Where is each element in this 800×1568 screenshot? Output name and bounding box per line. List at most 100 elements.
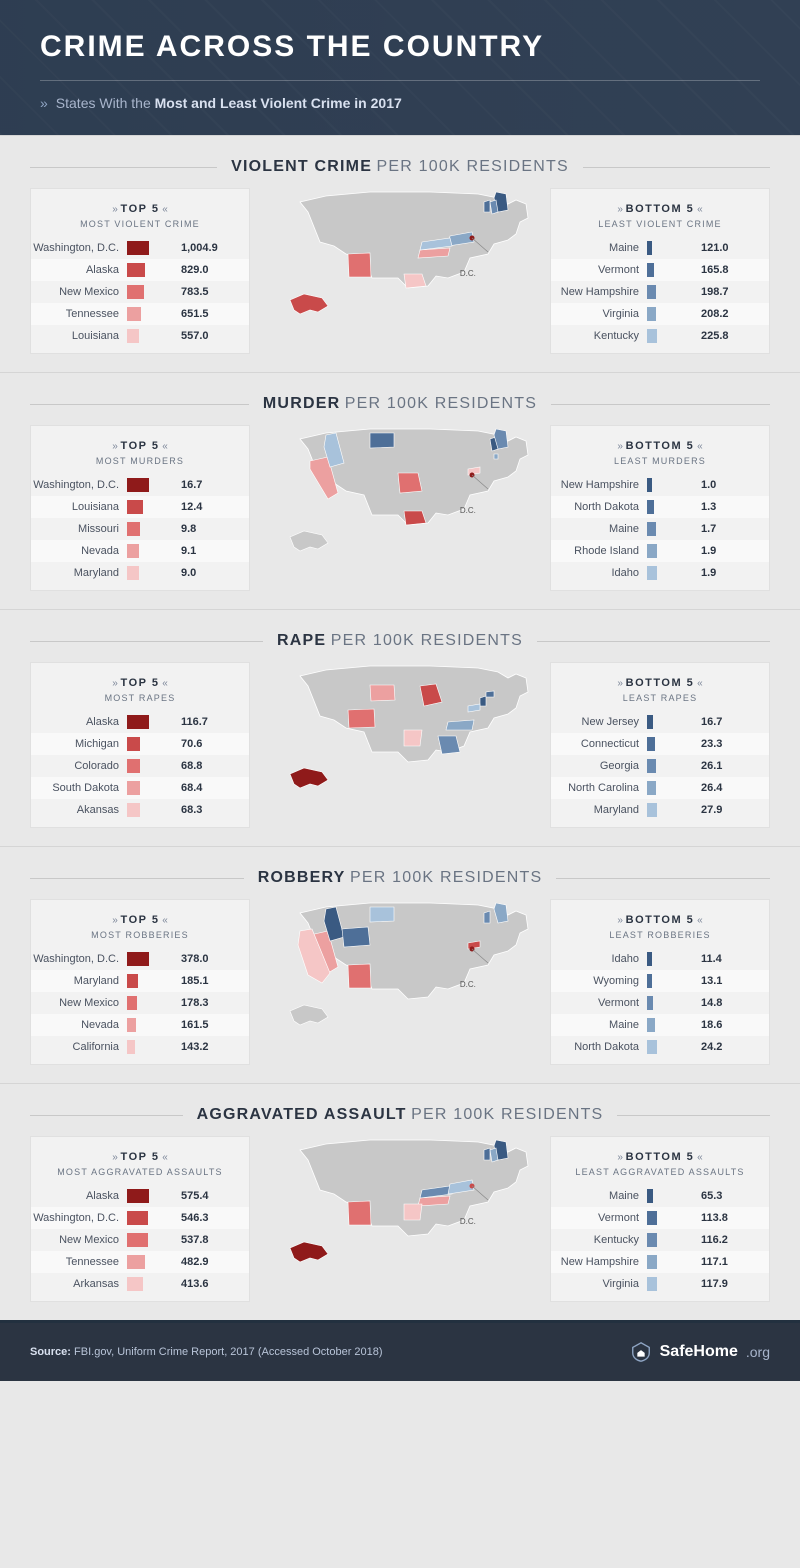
state-name: Colorado (31, 760, 127, 772)
data-row: Washington, D.C. 16.7 (31, 474, 249, 496)
bar-cell (127, 974, 177, 988)
value: 26.4 (697, 782, 769, 794)
state-name: Akansas (31, 804, 127, 816)
bar-cell (647, 263, 697, 277)
value: 165.8 (697, 264, 769, 276)
column-header: » TOP 5 « MOST ROBBERIES (31, 910, 249, 940)
bar (127, 544, 139, 558)
bar (647, 803, 657, 817)
column-header: » BOTTOM 5 « LEAST RAPES (551, 673, 769, 703)
data-row: Missouri 9.8 (31, 518, 249, 540)
data-row: Tennessee 482.9 (31, 1251, 249, 1273)
bar-cell (647, 974, 697, 988)
bar-cell (647, 307, 697, 321)
infographic-container: CRIME ACROSS THE COUNTRY » States With t… (0, 0, 800, 1381)
bar (647, 1018, 655, 1032)
data-row: Vermont 14.8 (551, 992, 769, 1014)
data-row: Kentucky 225.8 (551, 325, 769, 347)
section-title: MURDER PER 100K RESIDENTS (263, 395, 537, 413)
state-name: Missouri (31, 523, 127, 535)
bar-cell (127, 522, 177, 536)
section-title-row: VIOLENT CRIME PER 100K RESIDENTS (30, 158, 770, 176)
divider (537, 641, 770, 642)
data-row: New Jersey 16.7 (551, 711, 769, 733)
bar-cell (647, 329, 697, 343)
bar-cell (647, 500, 697, 514)
data-row: Maine 65.3 (551, 1185, 769, 1207)
state-name: Vermont (551, 264, 647, 276)
header: CRIME ACROSS THE COUNTRY » States With t… (0, 0, 800, 135)
divider (583, 167, 770, 168)
section-title-row: RAPE PER 100K RESIDENTS (30, 632, 770, 650)
data-row: Idaho 11.4 (551, 948, 769, 970)
state-name: North Dakota (551, 501, 647, 513)
state-name: Washington, D.C. (31, 479, 127, 491)
data-row: Vermont 113.8 (551, 1207, 769, 1229)
bar (127, 1040, 135, 1054)
bar (127, 478, 149, 492)
value: 575.4 (177, 1190, 249, 1202)
value: 557.0 (177, 330, 249, 342)
section-title: VIOLENT CRIME PER 100K RESIDENTS (231, 158, 569, 176)
state-name: Kentucky (551, 1234, 647, 1246)
data-row: Akansas 68.3 (31, 799, 249, 821)
bar (647, 952, 652, 966)
map-column: D.C. (264, 899, 536, 1039)
section-title: ROBBERY PER 100K RESIDENTS (258, 869, 543, 887)
state-name: Maryland (551, 804, 647, 816)
bar-cell (647, 1189, 697, 1203)
title-light: PER 100K RESIDENTS (350, 869, 542, 886)
value: 11.4 (697, 953, 769, 965)
value: 537.8 (177, 1234, 249, 1246)
bar-cell (647, 1255, 697, 1269)
bar (647, 1189, 653, 1203)
bar-cell (647, 996, 697, 1010)
data-row: Washington, D.C. 546.3 (31, 1207, 249, 1229)
bar-cell (127, 1189, 177, 1203)
state-name: North Dakota (551, 1041, 647, 1053)
dc-label: D.C. (460, 980, 476, 989)
state-name: Tennessee (31, 308, 127, 320)
data-row: Maryland 9.0 (31, 562, 249, 584)
section-title: AGGRAVATED ASSAULT PER 100K RESIDENTS (197, 1106, 604, 1124)
value: 208.2 (697, 308, 769, 320)
us-map (264, 1136, 536, 1276)
column-header: » TOP 5 « MOST MURDERS (31, 436, 249, 466)
bar (127, 974, 138, 988)
value: 178.3 (177, 997, 249, 1009)
value: 413.6 (177, 1278, 249, 1290)
state-name: Vermont (551, 997, 647, 1009)
value: 1.9 (697, 567, 769, 579)
state-name: New Hampshire (551, 479, 647, 491)
value: 546.3 (177, 1212, 249, 1224)
state-name: Alaska (31, 716, 127, 728)
state-name: New Mexico (31, 1234, 127, 1246)
bar-cell (127, 1018, 177, 1032)
section-title: RAPE PER 100K RESIDENTS (277, 632, 523, 650)
value: 13.1 (697, 975, 769, 987)
bar (647, 1040, 657, 1054)
bar (647, 1277, 657, 1291)
bar (127, 803, 140, 817)
value: 829.0 (177, 264, 249, 276)
bar (647, 478, 652, 492)
bottom5-column: » BOTTOM 5 « LEAST ROBBERIES Idaho 11.4 … (550, 899, 770, 1065)
data-row: Alaska 116.7 (31, 711, 249, 733)
bar-cell (647, 544, 697, 558)
bar-cell (647, 1018, 697, 1032)
bar-cell (647, 1277, 697, 1291)
map-column: D.C. (264, 188, 536, 328)
state-name: Maine (551, 1019, 647, 1031)
bar-cell (127, 1255, 177, 1269)
value: 378.0 (177, 953, 249, 965)
bar-cell (127, 952, 177, 966)
data-row: Maryland 185.1 (31, 970, 249, 992)
value: 117.9 (697, 1278, 769, 1290)
state-name: Maryland (31, 567, 127, 579)
state-name: Vermont (551, 1212, 647, 1224)
value: 23.3 (697, 738, 769, 750)
data-row: New Hampshire 117.1 (551, 1251, 769, 1273)
bottom5-column: » BOTTOM 5 « LEAST RAPES New Jersey 16.7… (550, 662, 770, 828)
bar (127, 952, 149, 966)
top5-column: » TOP 5 « MOST ROBBERIES Washington, D.C… (30, 899, 250, 1065)
